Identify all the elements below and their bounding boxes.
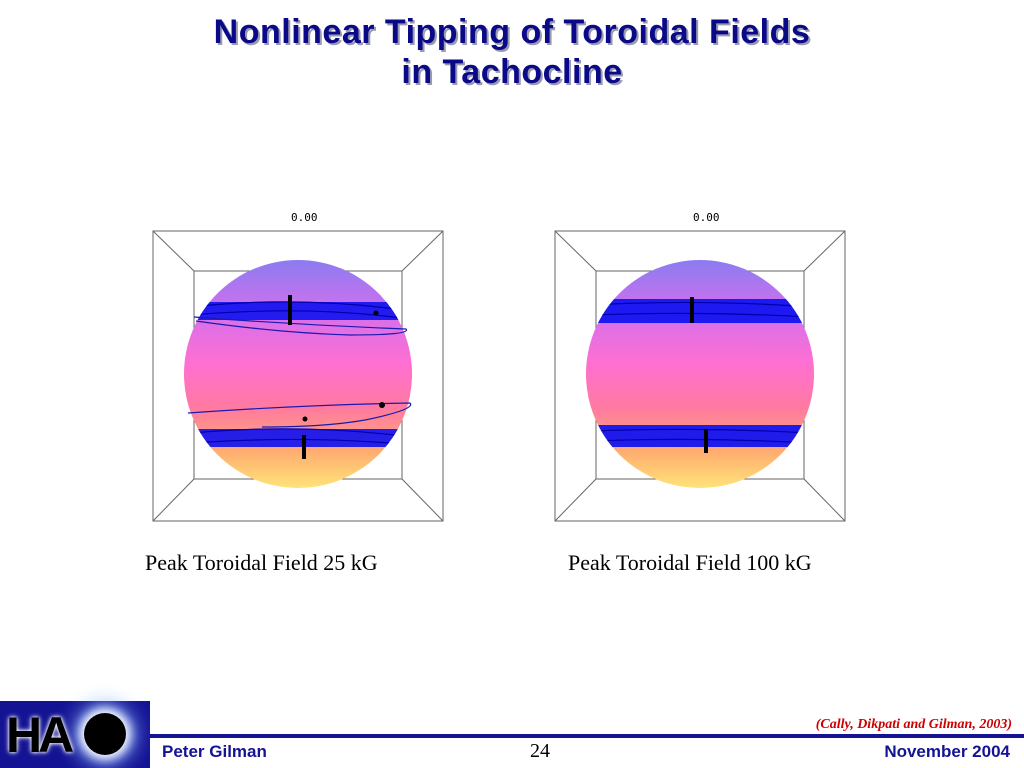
- outer-box: [152, 230, 444, 522]
- citation: (Cally, Dikpati and Gilman, 2003): [815, 717, 1012, 732]
- footer-date: November 2004: [884, 742, 1010, 761]
- page-number: 24: [530, 740, 550, 762]
- toroidal-bands: [586, 299, 814, 447]
- sun-sphere: [586, 260, 814, 488]
- caption-25kg: Peak Toroidal Field 25 kG: [145, 550, 378, 575]
- caption-100kg: Peak Toroidal Field 100 kG: [568, 550, 812, 575]
- logo-text: HA: [6, 707, 74, 763]
- slide-title-line1: Nonlinear Tipping of Toroidal Fields: [213, 13, 811, 51]
- marker: [379, 402, 385, 408]
- sphere-visualization-25kg: 0.00: [152, 211, 444, 522]
- sun-sphere: [184, 260, 412, 488]
- time-label: 0.00: [291, 211, 318, 224]
- marker: [288, 295, 292, 325]
- marker: [302, 435, 306, 459]
- marker: [690, 297, 694, 323]
- tipped-field-line: [193, 316, 408, 336]
- slide-title: Nonlinear Tipping of Toroidal Fields in …: [0, 12, 1024, 92]
- hao-logo: HA: [0, 701, 150, 768]
- slide-title-line2: in Tachocline: [401, 53, 623, 91]
- toroidal-bands: [184, 301, 412, 447]
- time-label: 0.00: [693, 211, 720, 224]
- outer-box: [554, 230, 846, 522]
- marker: [302, 416, 308, 422]
- footer-rule: [150, 734, 1024, 738]
- simulation-panel-100kg: 0.00: [552, 207, 848, 525]
- sun-icon: [84, 713, 126, 755]
- footer-author: Peter Gilman: [162, 742, 267, 761]
- simulation-panel-25kg: 0.00: [150, 207, 446, 525]
- marker: [373, 310, 379, 316]
- sphere-visualization-100kg: 0.00: [554, 211, 846, 522]
- tipped-field-line: [187, 402, 412, 428]
- marker: [704, 429, 708, 453]
